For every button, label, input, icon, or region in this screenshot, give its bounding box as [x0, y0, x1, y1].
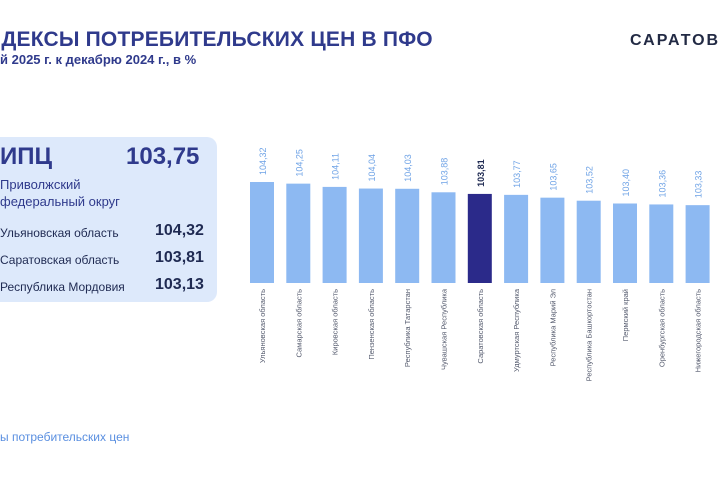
- bar: [576, 200, 601, 283]
- category-label: Республика Марий Эл: [548, 289, 557, 366]
- chart-subtitle: й 2025 г. к декабрю 2024 г., в %: [0, 52, 197, 67]
- bar: [685, 205, 710, 283]
- bar: [322, 186, 347, 283]
- bar: [358, 188, 383, 283]
- bar: [613, 203, 637, 283]
- bar: [431, 192, 456, 283]
- summary-row-name: Ульяновская область: [0, 226, 119, 240]
- bar-value-label: 104,11: [331, 153, 341, 180]
- bar: [504, 194, 529, 283]
- summary-row-value: 104,32: [155, 222, 204, 239]
- footnote: ы потребительских цен: [0, 430, 130, 444]
- federal-district-name: Приволжский федеральный округ: [0, 177, 120, 209]
- category-label: Пермский край: [621, 289, 630, 341]
- bar: [286, 183, 311, 283]
- bar-value-label: 103,36: [657, 170, 667, 198]
- bar-value-label: 103,81: [476, 159, 486, 187]
- summary-row-value: 103,81: [155, 249, 204, 266]
- summary-row-name: Саратовская область: [0, 253, 120, 267]
- bar-value-label: 104,03: [403, 154, 413, 182]
- bar-value-label: 103,40: [621, 169, 631, 197]
- bar-value-label: 103,77: [512, 160, 522, 188]
- bar-value-label: 103,52: [585, 166, 595, 194]
- cpi-value: 103,75: [126, 143, 200, 170]
- category-label: Саратовская область: [476, 289, 485, 364]
- bar: [540, 197, 565, 283]
- bar-value-label: 104,25: [294, 149, 304, 177]
- bar-value-label: 104,04: [367, 154, 377, 182]
- category-label: Республика Татарстан: [403, 289, 412, 367]
- chart-title: НДЕКСЫ ПОТРЕБИТЕЛЬСКИХ ЦЕН В ПФО: [0, 28, 433, 51]
- summary-row-value: 103,13: [155, 276, 204, 293]
- bar: [395, 188, 420, 283]
- brand-logo-text: САРАТОВС: [630, 32, 720, 49]
- category-label: Нижегородская область: [694, 289, 703, 372]
- category-label: Кировская область: [331, 289, 340, 355]
- category-label: Пензенская область: [367, 289, 376, 360]
- bar: [649, 204, 674, 283]
- bar: [250, 182, 274, 283]
- bar-value-label: 103,33: [694, 171, 704, 199]
- summary-row-name: Республика Мордовия: [0, 280, 125, 294]
- category-label: Удмуртская Республика: [512, 288, 521, 372]
- category-label: Чувашская Республика: [440, 288, 449, 370]
- category-label: Ульяновская область: [258, 289, 267, 363]
- category-label: Республика Башкортостан: [585, 289, 594, 381]
- highlight-bar: [467, 193, 492, 283]
- category-label: Оренбургская область: [657, 289, 666, 367]
- bar-value-label: 104,32: [258, 147, 268, 175]
- bar-value-label: 103,88: [440, 158, 450, 186]
- category-label: Самарская область: [294, 289, 303, 358]
- bar-value-label: 103,65: [548, 163, 558, 191]
- summary-card: [0, 137, 217, 302]
- cpi-label: ИПЦ: [0, 143, 53, 170]
